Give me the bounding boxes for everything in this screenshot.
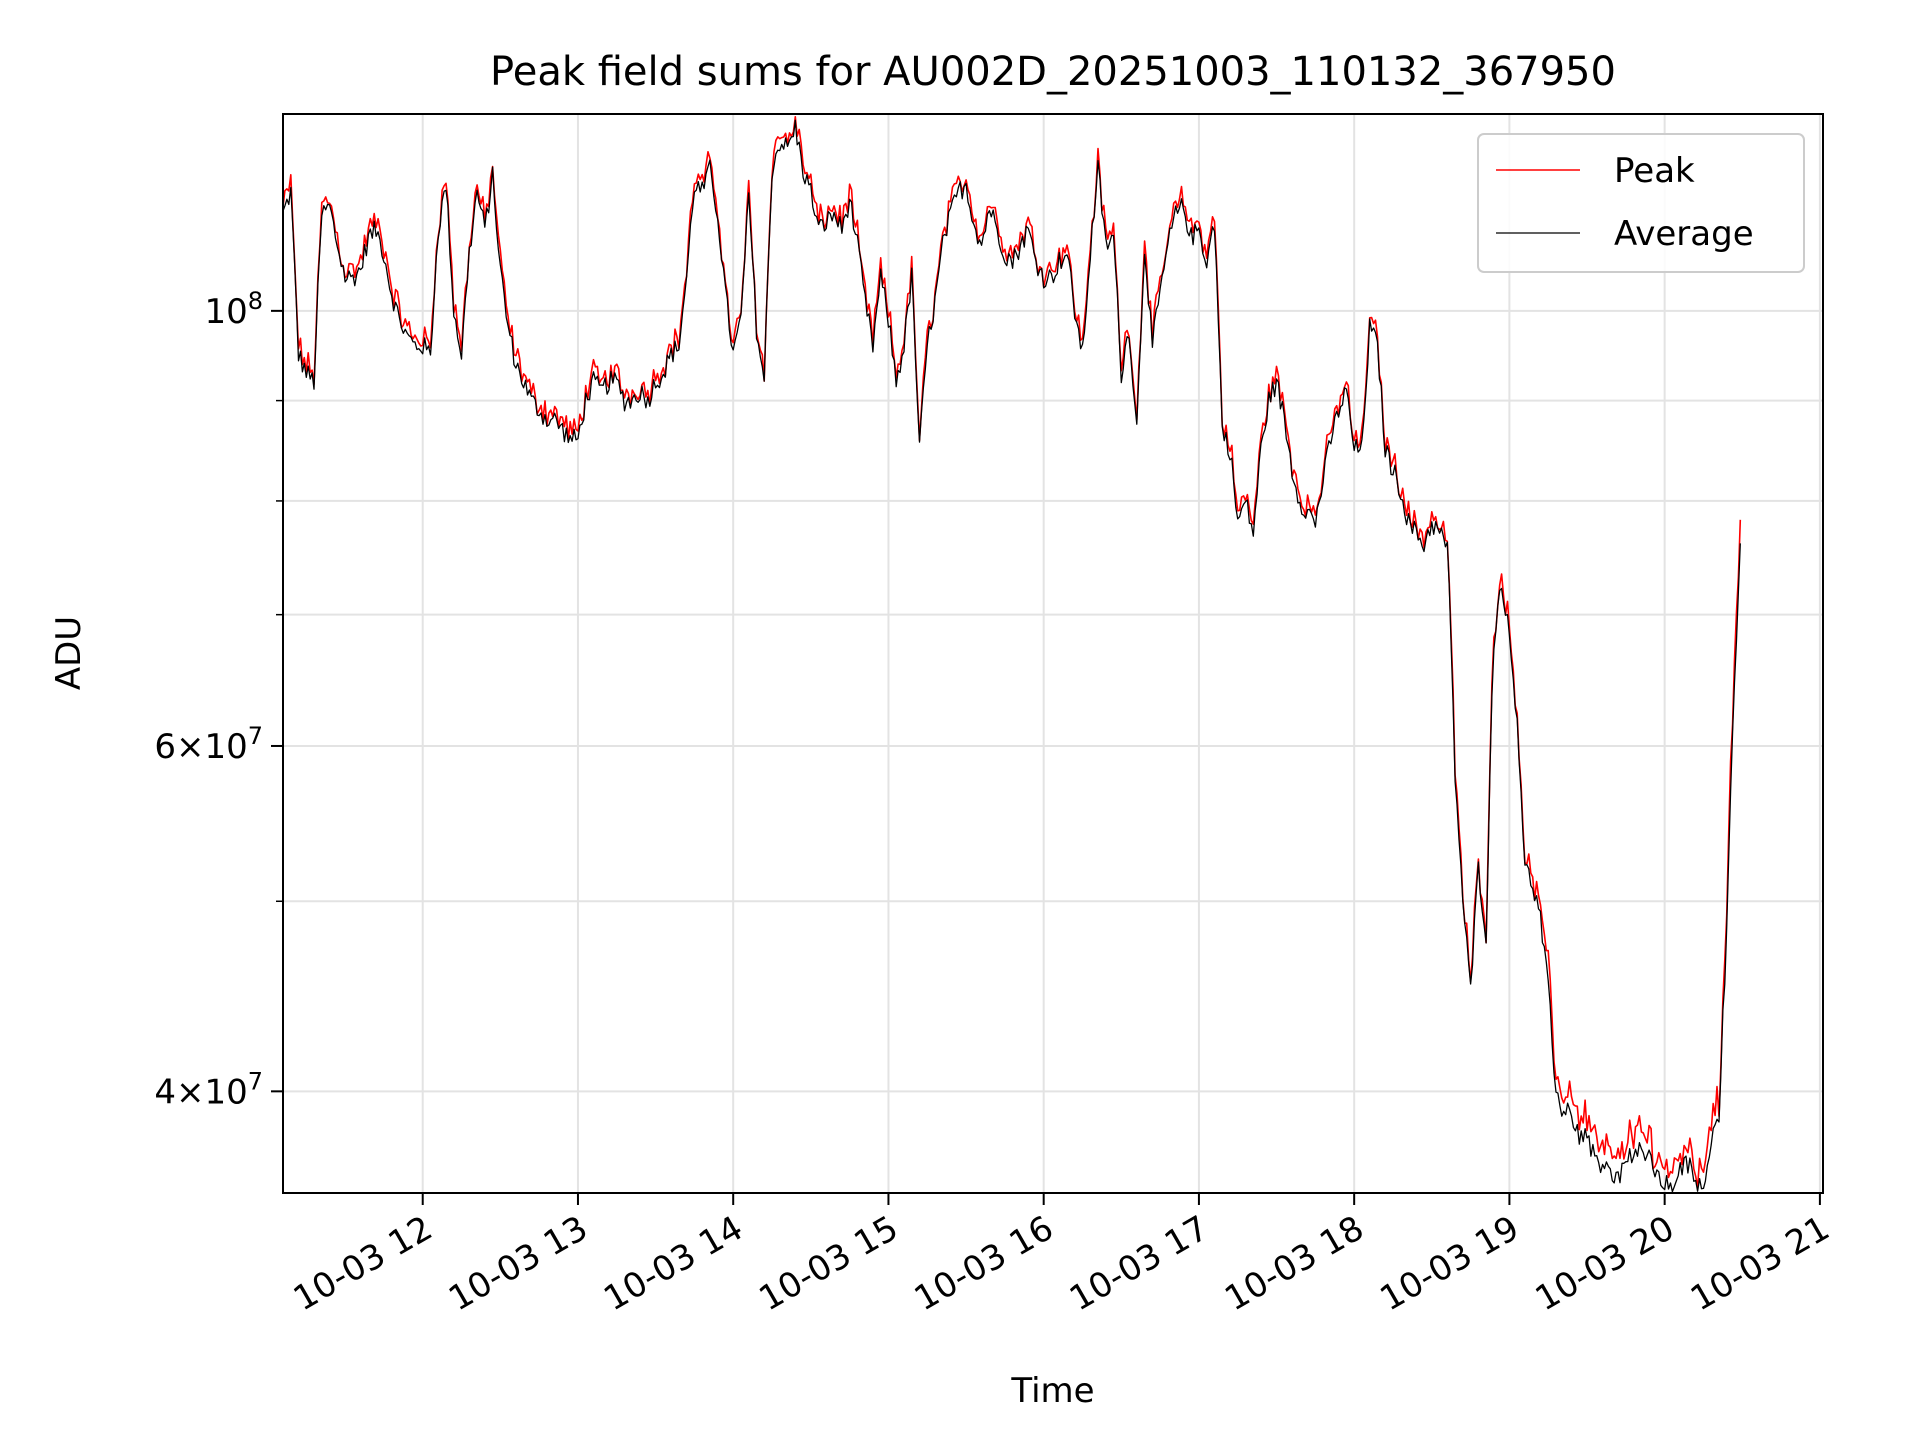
plot-frame — [282, 113, 1824, 1194]
plot-area — [282, 116, 1742, 1193]
legend-average-label: Average — [1614, 214, 1754, 254]
y-axis: 108 6×107 4×107 — [154, 287, 283, 1112]
y-tick-label: 4×107 — [154, 1067, 263, 1112]
grid — [283, 114, 1823, 1193]
x-axis-label: Time — [1010, 1371, 1094, 1411]
y-axis-label: ADU — [49, 616, 89, 690]
y-tick-label: 6×107 — [154, 722, 263, 767]
chart-title: Peak field sums for AU002D_20251003_1101… — [490, 49, 1616, 95]
legend: Peak Average — [1477, 133, 1805, 273]
average-series-line — [282, 119, 1741, 1193]
y-tick-label: 108 — [204, 287, 263, 332]
legend-box — [1477, 133, 1805, 273]
legend-peak-label: Peak — [1614, 151, 1695, 191]
